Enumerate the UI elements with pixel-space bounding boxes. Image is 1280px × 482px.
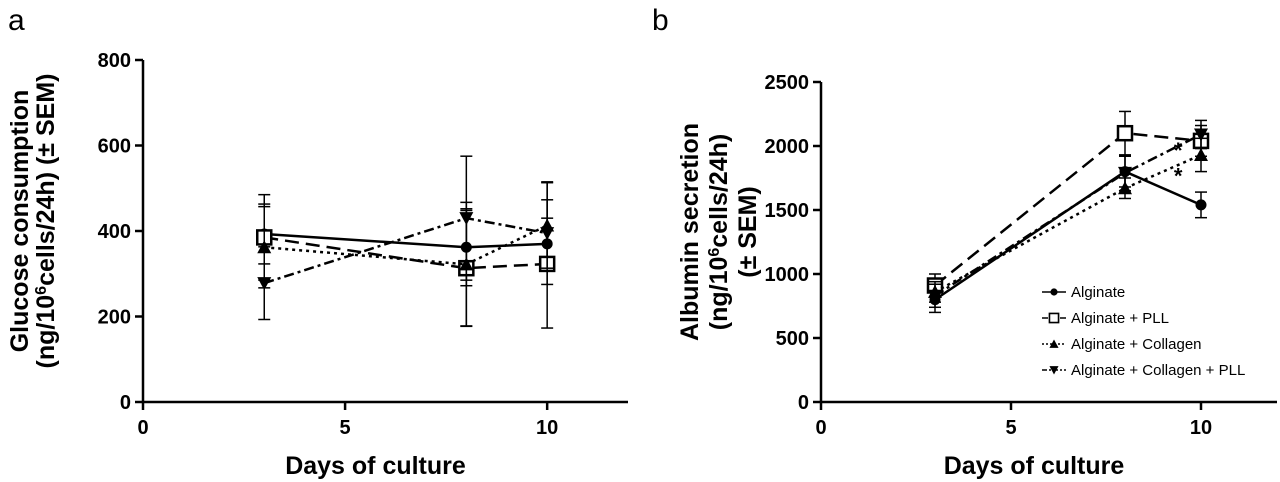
panel-letter: a <box>8 4 25 37</box>
y-tick-label: 0 <box>798 392 809 414</box>
data-point <box>1195 199 1207 211</box>
panel-a: a 0 200 400 600 800 0 5 10 Days of culture Glucose… <box>6 4 628 480</box>
y-tick-label: 1000 <box>765 264 810 286</box>
data-point <box>1118 166 1132 180</box>
y-axis-label-line1: Glucose consumption <box>6 90 34 353</box>
x-tick-label: 10 <box>1190 417 1212 439</box>
series-alginate-pll <box>256 193 556 329</box>
series-line <box>934 170 1202 301</box>
data-point <box>1116 124 1134 142</box>
y-tick-label: 2000 <box>765 136 810 158</box>
data-point <box>1194 128 1208 142</box>
y-tick-label: 600 <box>98 136 131 158</box>
data-point <box>459 212 474 226</box>
series-alginate-collagen <box>257 181 555 328</box>
series-alginate-pll <box>926 110 1210 298</box>
y-axis-label-line2: (ng/106cells/24h) <box>705 134 733 330</box>
legend-marker <box>1050 288 1058 296</box>
y-axis-label-line3: (± SEM) <box>734 186 762 278</box>
y-axis-label-line1: Albumin secretion <box>676 123 704 341</box>
x-tick-label: 10 <box>536 417 558 439</box>
series-line <box>934 153 1202 294</box>
y-tick-label: 0 <box>120 392 131 414</box>
x-axis-label: Days of culture <box>944 452 1125 480</box>
panel-b: b 0 500 1000 1500 2000 2500 0 5 10 Days of culture… <box>652 4 1277 480</box>
y-tick-label: 800 <box>98 50 131 72</box>
y-tick-label: 200 <box>98 307 131 329</box>
data-point <box>928 289 942 303</box>
data-point <box>257 277 272 291</box>
legend-marker <box>1049 339 1059 348</box>
legend-label: Alginate <box>1071 284 1125 301</box>
series-alginate-collagen <box>928 137 1208 303</box>
panel-letter: b <box>652 4 669 37</box>
y-tick-label: 2500 <box>765 72 810 94</box>
x-tick-label: 0 <box>815 417 826 439</box>
legend-label: Alginate + PLL <box>1071 310 1169 327</box>
series-alginate-collagen-pll <box>928 119 1208 309</box>
y-tick-label: 1500 <box>765 200 810 222</box>
legend-marker <box>1048 312 1060 324</box>
legend-marker <box>1049 366 1059 375</box>
series-alginate-collagen-pll <box>257 155 555 321</box>
legend-label: Alginate + Collagen <box>1071 336 1202 353</box>
y-axis-label-line2: (ng/106cells/24h) (± SEM) <box>32 74 60 369</box>
x-tick-label: 0 <box>137 417 148 439</box>
significance-asterisk: * <box>1174 164 1183 189</box>
x-tick-label: 5 <box>340 417 351 439</box>
x-tick-label: 5 <box>1005 417 1016 439</box>
x-axis-label: Days of culture <box>285 452 466 480</box>
y-tick-label: 400 <box>98 221 131 243</box>
y-tick-label: 500 <box>776 328 809 350</box>
significance-asterisk: * <box>1174 138 1183 163</box>
data-point <box>1194 147 1208 161</box>
series-alginate <box>258 203 554 287</box>
series-line <box>264 236 548 270</box>
legend-label: Alginate + Collagen + PLL <box>1071 362 1245 379</box>
data-point <box>540 227 555 241</box>
legend: Alginate Alginate + PLL Alginate + Collage… <box>1042 284 1245 379</box>
